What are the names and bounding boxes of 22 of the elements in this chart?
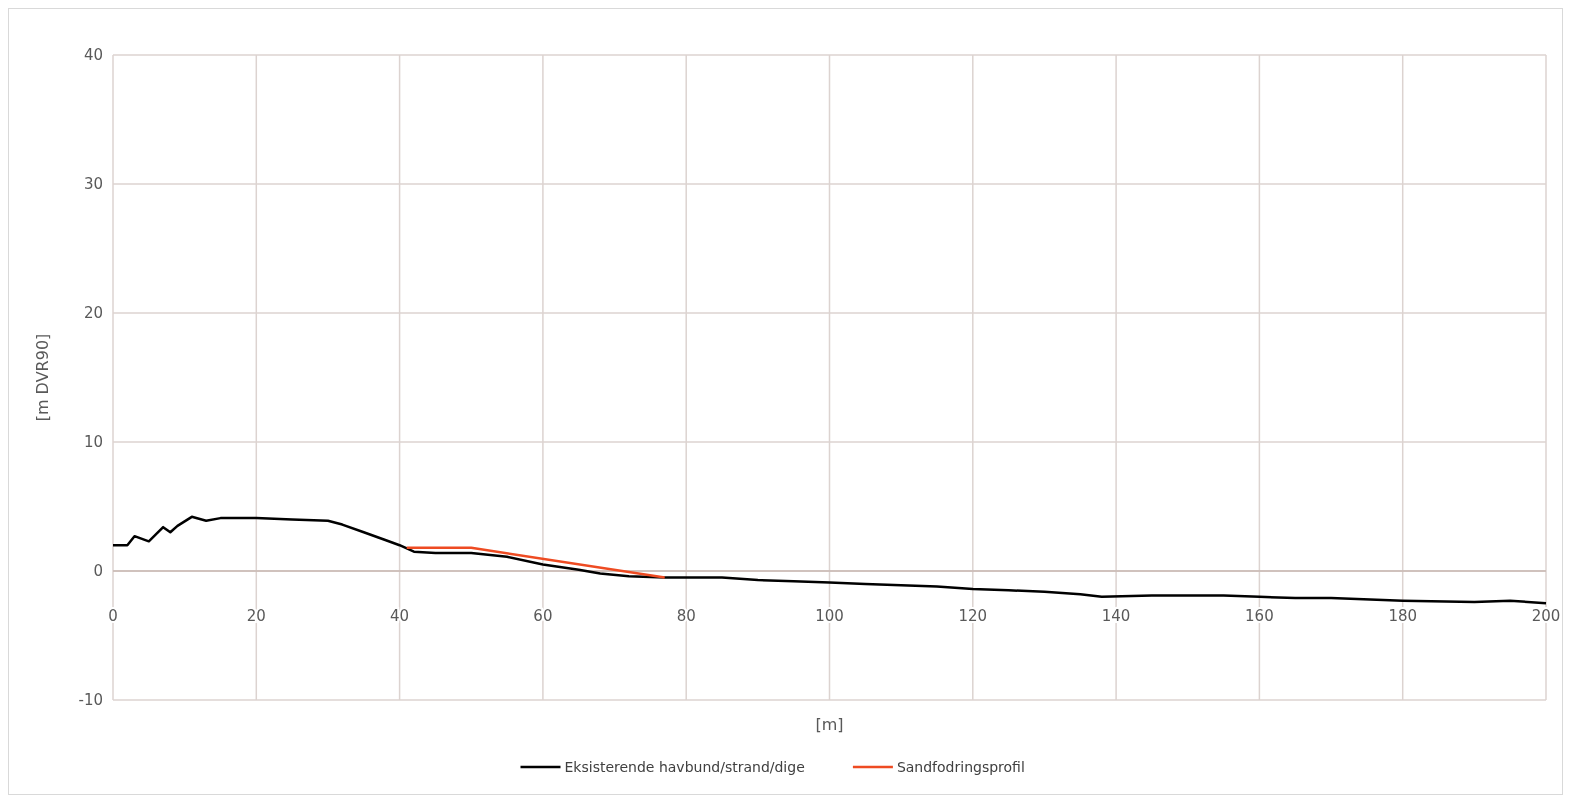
- legend-label: Sandfodringsprofil: [896, 759, 1025, 775]
- x-tick-label: 0: [108, 607, 118, 625]
- x-tick-label: 160: [1245, 607, 1274, 625]
- y-tick-label: 20: [83, 304, 103, 322]
- x-axis-title: [m]: [815, 715, 844, 734]
- x-tick-label: 80: [676, 607, 696, 625]
- x-tick-label: 60: [533, 607, 553, 625]
- y-tick-label: 0: [93, 562, 103, 580]
- y-tick-label: 10: [83, 433, 103, 451]
- legend-label: Eksisterende havbund/strand/dige: [564, 759, 805, 775]
- x-tick-label: 200: [1531, 607, 1561, 625]
- y-tick-label: -10: [78, 691, 103, 709]
- y-axis-title: [m DVR90]: [33, 333, 52, 422]
- line-series: [111, 515, 1548, 605]
- x-tick-label: 140: [1101, 607, 1131, 625]
- x-tick-label: 20: [246, 607, 266, 625]
- x-tick-label: 40: [390, 607, 410, 625]
- x-tick-label: 180: [1388, 607, 1418, 625]
- x-tick-label: 120: [958, 607, 988, 625]
- x-tick-label: 100: [815, 607, 844, 625]
- y-tick-label: 40: [83, 46, 103, 64]
- y-tick-label: 30: [83, 175, 103, 193]
